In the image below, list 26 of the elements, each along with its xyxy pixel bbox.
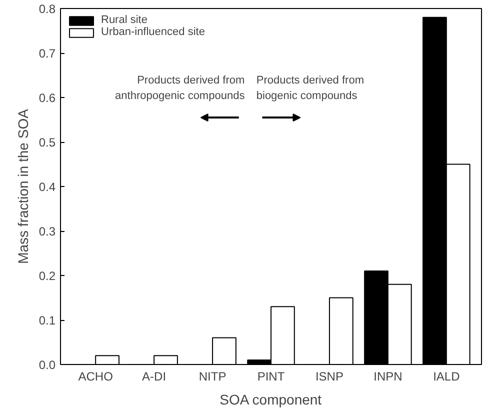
bar (328, 297, 354, 364)
y-tick-label: 0.7 (38, 46, 56, 60)
x-tick-label: INPN (374, 370, 402, 384)
annotation: Products derived from anthropogenic compounds (115, 74, 246, 102)
bar (95, 355, 120, 364)
y-tick-label: 0.0 (38, 358, 56, 372)
bar (154, 355, 178, 364)
annotation: Products derived from biogenic compounds (256, 74, 364, 102)
x-tick-label: ISNP (315, 370, 344, 384)
x-tick-label: PINT (257, 370, 286, 384)
x-axis-title: SOA component (220, 392, 322, 408)
y-tick-label: 0.4 (38, 180, 56, 194)
x-tick-label: NITP (198, 370, 226, 384)
y-tick-label: 0.2 (38, 269, 56, 283)
y-tick-label: 0.5 (38, 136, 56, 150)
y-tick-label: 0.1 (38, 314, 56, 328)
x-tick-label: IALD (433, 370, 460, 384)
y-axis-title: Mass fraction in the SOA (14, 108, 31, 264)
x-tick-label: ACHO (78, 370, 113, 384)
legend-label: Urban-influenced site (101, 26, 205, 38)
y-tick-label: 0.8 (38, 2, 56, 16)
x-tick-label: A-DI (142, 370, 166, 384)
legend-label: Rural site (101, 14, 148, 26)
y-tick-label: 0.3 (38, 224, 56, 238)
y-tick-label: 0.6 (38, 91, 56, 105)
bar (212, 337, 236, 364)
